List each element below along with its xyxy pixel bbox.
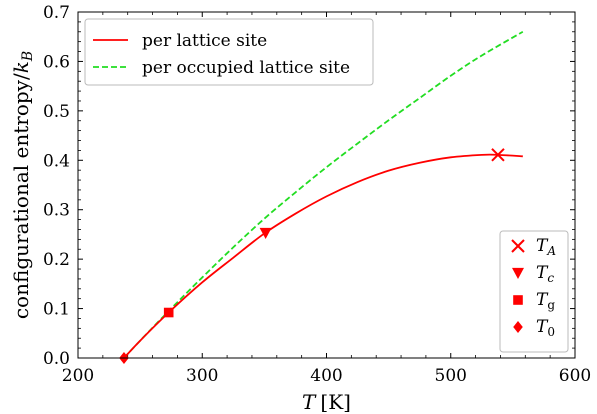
legend-marker-T_A [511,239,525,253]
y-axis-label-slash: / [9,73,33,80]
legend-label-T0: T0 [536,317,555,339]
x-tick-label: 500 [435,366,467,386]
y-axis-label-sub: B [20,51,36,62]
legend-label-Tc: Tc [536,263,554,285]
legend-label-per-lattice-site: per lattice site [142,31,267,51]
legend-lines-box [84,18,374,86]
marker-T_g [163,307,174,318]
x-axis-label-unit: [K] [320,390,351,414]
y-axis-label-text: configurational entropy [9,79,33,319]
marker-T_A [491,148,505,162]
legend-label-per-occupied-lattice-site: per occupied lattice site [142,58,350,78]
y-tick-label: 0.7 [43,3,70,23]
y-tick-label: 0.5 [43,102,70,122]
x-axis-label: T [K] [302,390,351,414]
x-tick-label: 600 [559,366,591,386]
series-line-per-lattice-site [123,153,523,359]
y-axis-label-symbol: k [9,61,33,73]
y-tick-label: 0.2 [43,250,70,270]
x-axis-label-symbol: T [302,390,317,414]
y-tick-label: 0.1 [43,300,70,320]
y-tick-label: 0.3 [43,201,70,221]
legend-label-TA: TA [536,236,556,258]
legend-markers-box [499,230,569,353]
legend-marker-T_c [512,267,524,279]
plot-frame [77,11,576,359]
legend-label-Tg: Tg [536,290,555,312]
legend-markers: TA Tc Tg T0 [499,230,569,353]
legend-marker-T_0 [513,321,523,333]
marker-T_c [259,227,272,239]
x-tick-label: 300 [186,366,218,386]
y-tick-label: 0.4 [43,151,70,171]
legend-lines: per lattice site per occupied lattice si… [84,18,374,86]
y-axis-label: configurational entropy/kB [9,51,36,319]
ticks: 200 300 400 500 600 0.0 0.1 0.2 0.3 0.4 0.5 0.6 0.7 [43,3,591,386]
legend-marker-T_g [513,295,523,305]
legend-marker-icons [511,239,525,333]
y-tick-label: 0.0 [43,349,70,369]
plot-markers [119,148,505,364]
y-tick-label: 0.6 [43,52,70,72]
x-tick-label: 400 [310,366,342,386]
x-tick-label: 200 [62,366,94,386]
